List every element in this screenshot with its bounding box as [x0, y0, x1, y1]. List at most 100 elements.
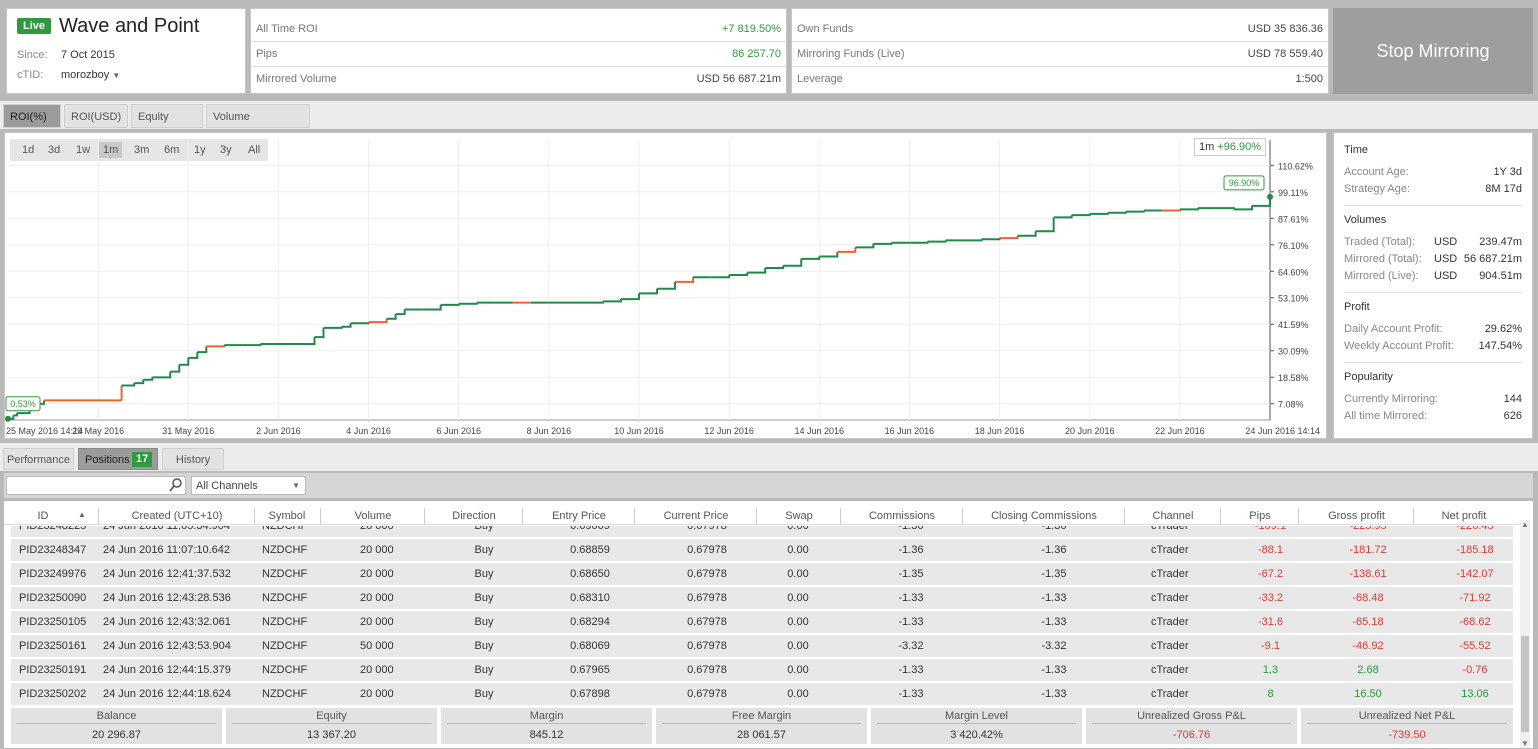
table-row[interactable]: PID23250090 24 Jun 2016 12:43:28.536 NZDCH… [11, 587, 1513, 609]
y-tick-label: 99.11% [1278, 188, 1308, 198]
tab-volume-breakdown[interactable]: Volume Breakdown [206, 104, 310, 147]
table-row[interactable]: PID23250105 24 Jun 2016 12:43:32.061 NZDCH… [11, 611, 1513, 633]
cell-pips: -31.6 [1257, 616, 1284, 628]
series-segment [873, 242, 893, 245]
col-symbol[interactable]: Symbol [254, 508, 319, 524]
col-current-price[interactable]: Current Price [634, 508, 757, 524]
x-tick-label: 31 May 2016 [162, 426, 214, 436]
summary-unrealized-gross: Unrealized Gross P&L -706.76 [1086, 708, 1297, 744]
summary-value: 845.12 [529, 729, 564, 741]
col-direction[interactable]: Direction [424, 508, 523, 524]
series-segment [341, 323, 352, 328]
cell-symbol: NZDCHF [262, 526, 308, 532]
table-body: PID23248225 24 Jun 2016 11:05:34.904 NZDCH… [0, 526, 1538, 706]
traded-currency: USD [1434, 236, 1458, 248]
series-segment [350, 322, 370, 325]
channel-select[interactable]: All Channels ▼ [191, 476, 306, 495]
cell-current-price: 0.67978 [687, 664, 727, 676]
cell-entry-price: 0.67898 [570, 688, 610, 700]
tab-performance[interactable]: Performance [3, 448, 74, 470]
tab-roi-usd[interactable]: ROI(USD) [64, 104, 128, 128]
range-3d[interactable]: 3d [48, 144, 61, 156]
search-input[interactable] [6, 476, 186, 495]
col-channel[interactable]: Channel [1124, 508, 1221, 524]
stat-own-funds: Own Funds USD 35 836.36 [792, 17, 1328, 42]
col-closing-commissions[interactable]: Closing Commissions [962, 508, 1125, 524]
range-3m[interactable]: 3m [134, 144, 150, 156]
tab-roi-percent[interactable]: ROI(%) [3, 104, 61, 128]
col-gross-profit[interactable]: Gross profit [1298, 508, 1414, 524]
cell-net-profit: -71.92 [1459, 592, 1491, 604]
cell-created-utc-10: 24 Jun 2016 12:43:28.536 [103, 592, 231, 604]
range-1y[interactable]: 1y [194, 144, 206, 156]
col-id[interactable]: ID [37, 510, 49, 522]
cell-channel: cTrader [1151, 526, 1189, 532]
cell-gross-profit: 16.50 [1354, 688, 1382, 700]
cell-created-utc-10: 24 Jun 2016 12:43:53.904 [103, 640, 231, 652]
col-created[interactable]: Created (UTC+10) [98, 508, 255, 524]
account-age-value: 1Y 3d [1493, 166, 1522, 178]
cell-pips: -9.1 [1261, 640, 1280, 652]
table-row-partial[interactable]: PID23248225 24 Jun 2016 11:05:34.904 NZDCH… [11, 526, 1513, 537]
cell-net-profit: 13.06 [1461, 688, 1489, 700]
cell-symbol: NZDCHF [262, 568, 308, 580]
table-row[interactable]: PID23249976 24 Jun 2016 12:41:37.532 NZDCH… [11, 563, 1513, 585]
cell-channel: cTrader [1151, 568, 1189, 580]
weekly-profit-label: Weekly Account Profit: [1344, 340, 1454, 352]
cell-channel: cTrader [1151, 640, 1189, 652]
cell-entry-price: 0.68859 [570, 544, 610, 556]
series-segment [620, 293, 640, 301]
stat-all-time-roi: All Time ROI +7 819.50% [251, 17, 786, 42]
table-row[interactable]: PID23250202 24 Jun 2016 12:44:18.624 NZDCH… [11, 683, 1513, 705]
range-1d[interactable]: 1d [22, 144, 35, 156]
scroll-down-icon[interactable]: ▼ [1521, 739, 1529, 748]
ctid-dropdown[interactable]: morozboy ▼ [61, 69, 120, 81]
cell-swap: 0.00 [787, 544, 809, 556]
scroll-thumb[interactable] [1521, 636, 1529, 732]
summary-value: 20 296.87 [92, 729, 141, 741]
cell-direction: Buy [474, 688, 494, 700]
series-segment [1035, 217, 1055, 233]
series-segment [639, 288, 659, 295]
range-1w[interactable]: 1w [76, 144, 91, 156]
summary-free-margin: Free Margin 28 061.57 [656, 708, 867, 744]
stop-mirroring-button[interactable]: Stop Mirroring [1333, 8, 1533, 94]
tab-positions[interactable]: Positions 17 [78, 448, 158, 470]
cell-current-price: 0.67978 [687, 544, 727, 556]
stat-value: 1:500 [1295, 73, 1323, 85]
scroll-up-icon[interactable]: ▲ [1521, 520, 1529, 529]
x-tick-label: 14 Jun 2016 [795, 426, 845, 436]
range-3y[interactable]: 3y [220, 144, 232, 156]
col-entry-price[interactable]: Entry Price [522, 508, 635, 524]
sort-asc-icon[interactable]: ▲ [78, 510, 86, 519]
roi-stats-card: All Time ROI +7 819.50% Pips 86 257.70 M… [250, 8, 787, 94]
series-segment [197, 346, 208, 354]
series-segment [305, 337, 316, 346]
cell-commissions: -1.33 [898, 664, 924, 676]
cell-gross-profit: -225.95 [1349, 526, 1387, 532]
series-segment [188, 352, 199, 359]
search-icon[interactable] [169, 477, 183, 493]
table-scrollbar[interactable]: ▲ ▼ [1520, 520, 1530, 748]
col-swap[interactable]: Swap [756, 508, 841, 524]
end-point [1267, 193, 1273, 200]
range-all[interactable]: All [248, 144, 261, 156]
col-volume[interactable]: Volume [320, 508, 425, 524]
tab-history[interactable]: History [162, 448, 224, 470]
cell-gross-profit: 2.68 [1357, 664, 1379, 676]
tab-equity-chart[interactable]: Equity Chart [131, 104, 203, 147]
series-segment [458, 302, 478, 305]
cell-symbol: NZDCHF [262, 688, 308, 700]
table-row[interactable]: PID23250191 24 Jun 2016 12:44:15.379 NZDCH… [11, 659, 1513, 681]
col-commissions[interactable]: Commissions [840, 508, 963, 524]
range-6m[interactable]: 6m [164, 144, 180, 156]
table-row[interactable]: PID23250161 24 Jun 2016 12:43:53.904 NZDCH… [11, 635, 1513, 657]
range-1m[interactable]: 1m [99, 142, 123, 158]
cell-volume: 20 000 [360, 688, 394, 700]
col-pips[interactable]: Pips [1220, 508, 1299, 524]
table-row[interactable]: PID23248347 24 Jun 2016 11:07:10.642 NZDCH… [11, 539, 1513, 561]
series-segment [1215, 207, 1235, 210]
col-net-profit[interactable]: Net profit [1413, 508, 1514, 524]
stat-pips: Pips 86 257.70 [251, 42, 786, 67]
mirrored-total-currency: USD [1434, 253, 1458, 265]
